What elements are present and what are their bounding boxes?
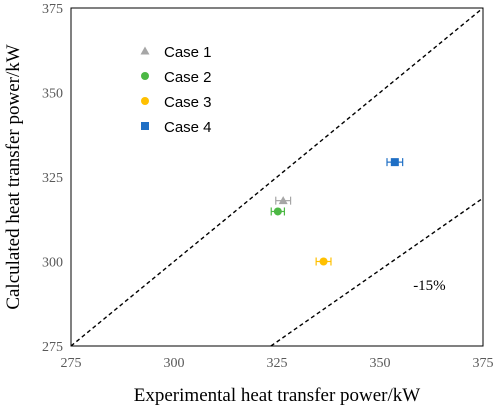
x-axis-ticks: 275 300 325 350 375 — [61, 356, 494, 371]
y-axis-ticks: 275 300 325 350 375 — [42, 2, 63, 355]
y-tick-label-375: 375 — [42, 2, 63, 17]
x-tick-label-275: 275 — [61, 356, 82, 371]
y-tick-label-325: 325 — [42, 171, 63, 186]
data-points — [270, 158, 404, 266]
y-tick-label-300: 300 — [42, 256, 63, 271]
legend-label-4: Case 4 — [164, 119, 212, 136]
legend-marker-4 — [141, 122, 149, 130]
series-4-point-1 — [390, 158, 399, 167]
series-2-point-1 — [273, 207, 282, 216]
reference-line-2 — [270, 197, 484, 347]
x-tick-label-350: 350 — [370, 356, 391, 371]
annotation-1: -15% — [413, 278, 446, 294]
annotations: -15% — [413, 278, 446, 294]
x-tick-label-325: 325 — [267, 356, 288, 371]
x-axis-title: Experimental heat transfer power/kW — [134, 385, 421, 406]
legend-label-2: Case 2 — [164, 69, 212, 86]
x-tick-label-375: 375 — [473, 356, 494, 371]
x-tick-label-300: 300 — [164, 356, 185, 371]
series-3-point-1 — [319, 257, 328, 266]
legend-marker-1 — [140, 46, 150, 55]
series-1-point-1 — [278, 196, 288, 205]
legend: Case 1 Case 2 Case 3 Case 4 — [140, 44, 212, 136]
legend-marker-3 — [141, 97, 149, 105]
legend-marker-2 — [141, 72, 149, 80]
y-tick-label-350: 350 — [42, 87, 63, 102]
reference-line-1 — [70, 7, 484, 347]
plot-frame — [70, 7, 484, 347]
reference-lines — [70, 7, 484, 347]
y-axis-title: Calculated heat transfer power/kW — [3, 44, 24, 309]
legend-label-3: Case 3 — [164, 94, 212, 111]
legend-label-1: Case 1 — [164, 44, 212, 61]
y-tick-label-275: 275 — [42, 340, 63, 355]
